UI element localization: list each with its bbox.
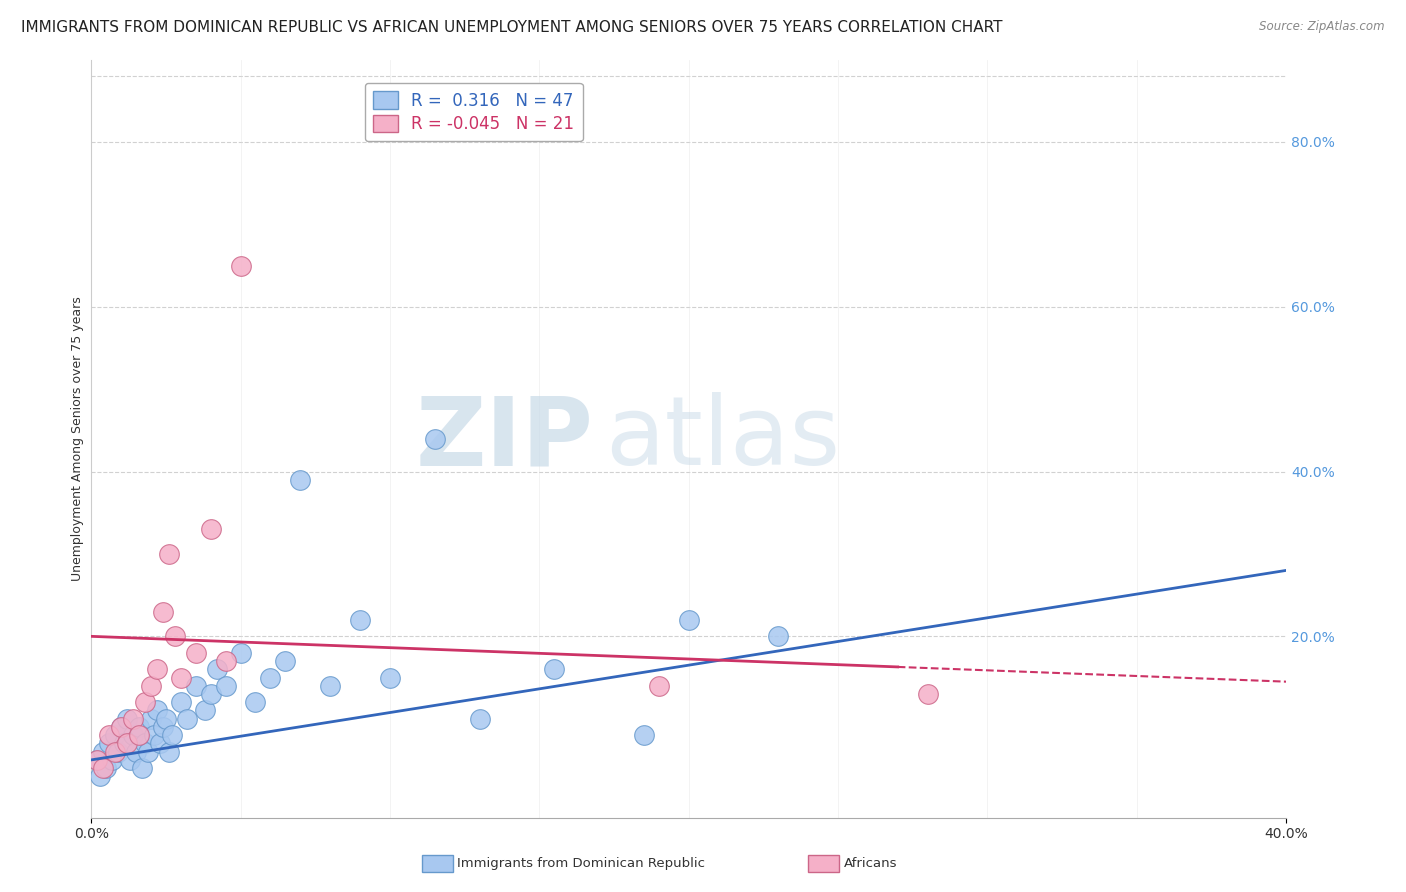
Point <box>319 679 342 693</box>
Text: atlas: atlas <box>605 392 841 485</box>
Point <box>110 720 132 734</box>
Point <box>101 753 124 767</box>
Point <box>543 662 565 676</box>
Point <box>200 522 222 536</box>
Point <box>104 728 127 742</box>
Point <box>157 547 180 561</box>
Point <box>200 687 222 701</box>
Point <box>139 679 162 693</box>
Point <box>122 712 145 726</box>
Text: Immigrants from Dominican Republic: Immigrants from Dominican Republic <box>457 857 704 870</box>
Point <box>378 671 401 685</box>
Point <box>98 728 121 742</box>
Point <box>184 679 207 693</box>
Point <box>122 728 145 742</box>
Point <box>131 761 153 775</box>
Text: Source: ZipAtlas.com: Source: ZipAtlas.com <box>1260 20 1385 33</box>
Point <box>104 745 127 759</box>
Point <box>125 745 148 759</box>
Point <box>214 654 236 668</box>
Point <box>134 736 156 750</box>
Text: ZIP: ZIP <box>415 392 593 485</box>
Point <box>229 646 252 660</box>
Point <box>134 695 156 709</box>
Point <box>194 704 217 718</box>
Point <box>157 745 180 759</box>
Text: Africans: Africans <box>844 857 897 870</box>
Point <box>290 473 312 487</box>
Point <box>678 613 700 627</box>
Point <box>170 671 193 685</box>
Point <box>89 769 111 783</box>
Point <box>160 728 183 742</box>
Point <box>184 646 207 660</box>
Point <box>176 712 198 726</box>
Point <box>128 728 150 742</box>
Point <box>152 605 174 619</box>
Point <box>136 745 159 759</box>
Point <box>349 613 371 627</box>
Point <box>259 671 281 685</box>
Point <box>91 761 114 775</box>
Point <box>118 753 141 767</box>
Point <box>149 736 172 750</box>
Point <box>146 662 169 676</box>
Point <box>107 745 129 759</box>
Point <box>98 736 121 750</box>
Point <box>648 679 671 693</box>
Point <box>146 704 169 718</box>
Point <box>139 712 162 726</box>
Y-axis label: Unemployment Among Seniors over 75 years: Unemployment Among Seniors over 75 years <box>72 296 84 581</box>
Point <box>94 761 117 775</box>
Point <box>142 728 165 742</box>
Point <box>214 679 236 693</box>
Legend: R =  0.316   N = 47, R = -0.045   N = 21: R = 0.316 N = 47, R = -0.045 N = 21 <box>364 83 582 141</box>
Text: IMMIGRANTS FROM DOMINICAN REPUBLIC VS AFRICAN UNEMPLOYMENT AMONG SENIORS OVER 75: IMMIGRANTS FROM DOMINICAN REPUBLIC VS AF… <box>21 20 1002 35</box>
Point <box>152 720 174 734</box>
Point <box>128 720 150 734</box>
Point <box>205 662 228 676</box>
Point <box>110 720 132 734</box>
Point <box>91 745 114 759</box>
Point <box>86 753 108 767</box>
Point <box>766 629 789 643</box>
Point <box>274 654 297 668</box>
Point <box>229 259 252 273</box>
Point <box>155 712 177 726</box>
Point <box>245 695 267 709</box>
Point <box>633 728 655 742</box>
Point <box>115 736 138 750</box>
Point <box>917 687 939 701</box>
Point <box>115 712 138 726</box>
Point <box>170 695 193 709</box>
Point <box>86 753 108 767</box>
Point <box>423 432 446 446</box>
Point <box>163 629 186 643</box>
Point <box>112 736 135 750</box>
Point <box>468 712 491 726</box>
